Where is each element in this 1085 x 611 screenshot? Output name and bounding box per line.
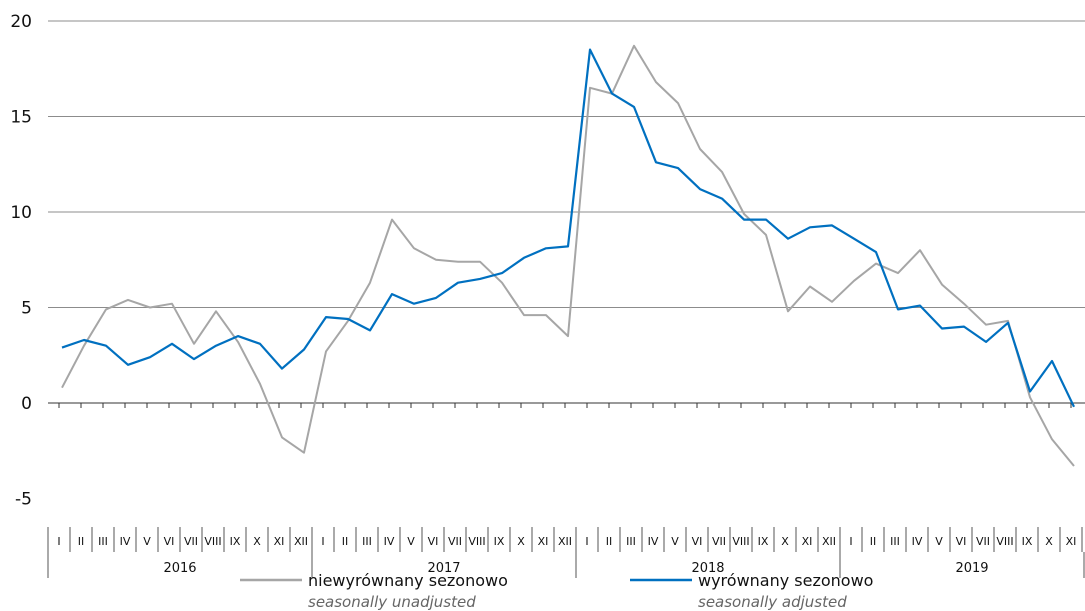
month-label: I [849, 535, 852, 548]
month-label: III [98, 535, 108, 548]
x-axis-year-labels: 2016 2017 2018 2019 [47, 552, 1085, 578]
month-label: III [362, 535, 372, 548]
x-axis-month-labels: I II III IV V VI VII VIII IX X XI XII I II III IV V VI VII… [47, 527, 1083, 552]
month-label: III [626, 535, 636, 548]
y-tick-label: -5 [15, 490, 32, 510]
month-label: VIII [996, 535, 1013, 548]
month-label: VIII [468, 535, 485, 548]
month-label: XII [822, 535, 836, 548]
month-label: I [57, 535, 60, 548]
month-label: VIII [732, 535, 749, 548]
month-label: IV [648, 535, 659, 548]
y-tick-label: 5 [21, 299, 32, 319]
year-label: 2019 [955, 561, 988, 576]
month-label: V [143, 535, 151, 548]
month-label: IX [230, 535, 241, 548]
series-line-adjusted [61, 48, 1075, 408]
month-label: X [517, 535, 525, 548]
month-label: IV [912, 535, 923, 548]
month-label: X [781, 535, 789, 548]
y-tick-label: 0 [21, 394, 32, 414]
month-label: II [870, 535, 877, 548]
month-label: VII [976, 535, 990, 548]
year-label: 2017 [427, 561, 460, 576]
month-label: IX [758, 535, 769, 548]
month-label: VII [184, 535, 198, 548]
legend-sublabel: seasonally adjusted [698, 593, 847, 611]
month-label: II [342, 535, 349, 548]
month-label: X [1045, 535, 1053, 548]
legend: niewyrównany sezonowo seasonally unadjust… [240, 571, 873, 611]
month-label: VI [692, 535, 703, 548]
y-axis-ticks: -5 0 5 10 15 20 [10, 12, 32, 510]
month-label: IV [384, 535, 395, 548]
y-tick-label: 10 [10, 203, 32, 223]
month-label: X [253, 535, 261, 548]
month-label: V [935, 535, 943, 548]
month-label: IX [1022, 535, 1033, 548]
month-label: IX [494, 535, 505, 548]
month-label: XI [274, 535, 285, 548]
month-label: II [606, 535, 613, 548]
month-label: XI [538, 535, 549, 548]
month-label: II [78, 535, 85, 548]
month-label: XI [1066, 535, 1077, 548]
year-label: 2018 [691, 561, 724, 576]
month-label: I [321, 535, 324, 548]
month-label: V [671, 535, 679, 548]
month-label: VI [164, 535, 175, 548]
month-label: III [890, 535, 900, 548]
series-lines [61, 44, 1075, 467]
legend-sublabel: seasonally unadjusted [308, 593, 476, 611]
month-label: VII [712, 535, 726, 548]
month-label: XII [558, 535, 572, 548]
year-label: 2016 [163, 561, 196, 576]
month-label: VI [428, 535, 439, 548]
legend-label: niewyrównany sezonowo [308, 571, 508, 590]
month-label: VI [956, 535, 967, 548]
month-label: XII [294, 535, 308, 548]
y-tick-label: 20 [10, 12, 32, 32]
month-label: VII [448, 535, 462, 548]
month-label: V [407, 535, 415, 548]
legend-label: wyrównany sezonowo [698, 571, 873, 590]
x-axis [48, 402, 1085, 408]
month-label: IV [120, 535, 131, 548]
series-line-unadjusted [61, 44, 1075, 467]
month-label: I [585, 535, 588, 548]
month-label: VIII [204, 535, 221, 548]
month-label: XI [802, 535, 813, 548]
y-tick-label: 15 [10, 108, 32, 128]
